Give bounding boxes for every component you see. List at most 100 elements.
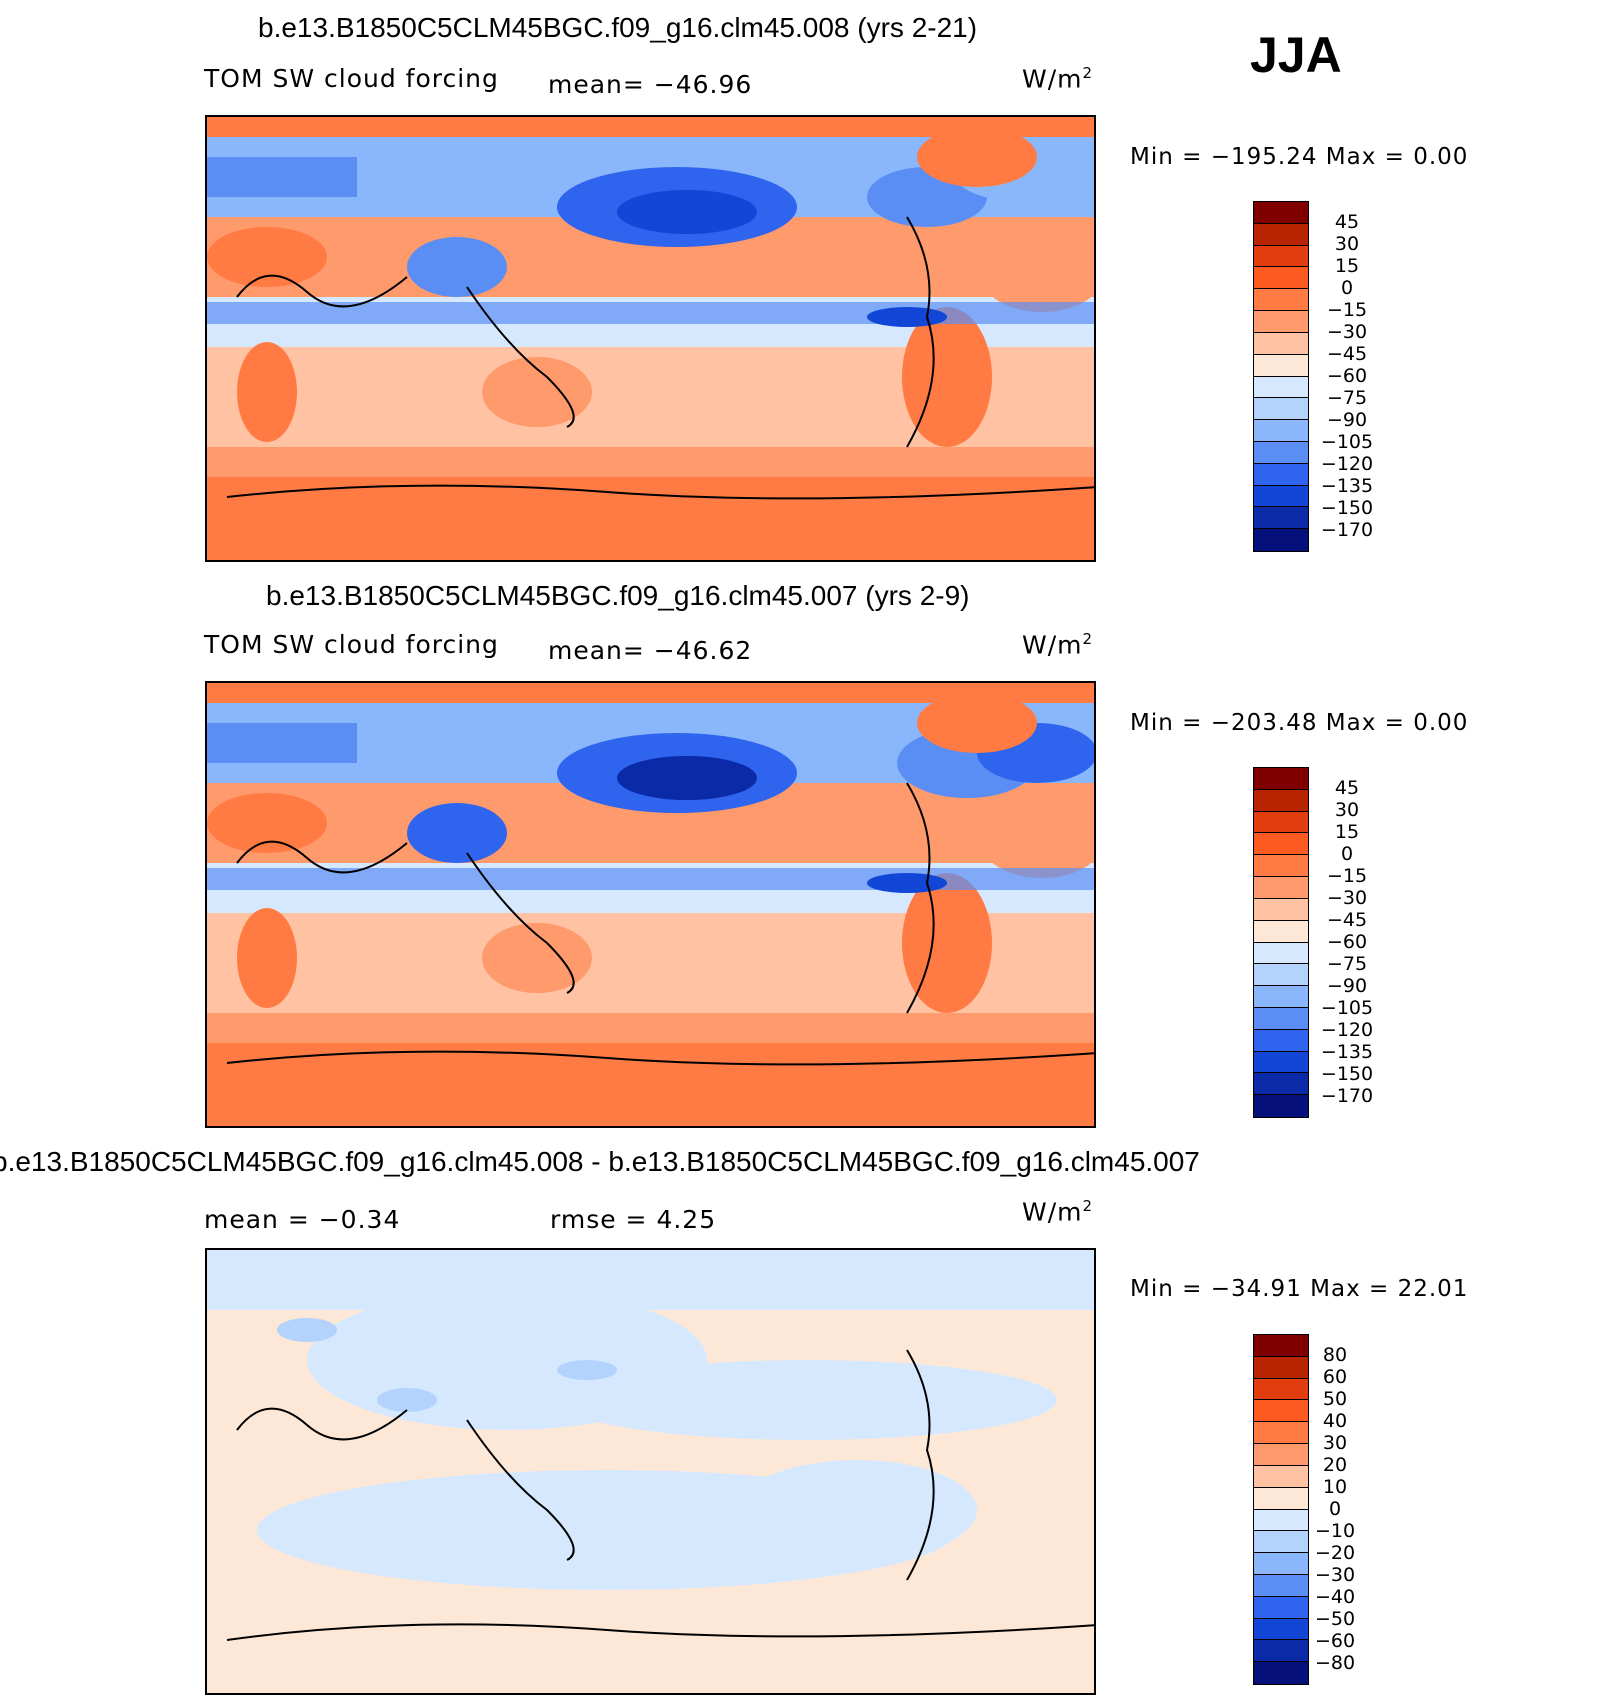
colorbar-tick-label: 30 [1322,1432,1348,1454]
colorbar-segment [1254,964,1308,987]
colorbar-tick-label: 30 [1334,233,1360,255]
colorbar-segment [1254,1335,1308,1357]
colorbar-segment [1254,1051,1308,1074]
colorbar-tick-label: −105 [1320,997,1374,1019]
colorbar-segment [1254,1487,1308,1510]
colorbar-tick-label: −15 [1326,299,1368,321]
colorbar-tick-label: 15 [1334,255,1360,277]
colorbar-tick-label: 10 [1322,1476,1348,1498]
panel-3-map [205,1248,1096,1695]
colorbar-segment [1254,855,1308,878]
colorbar-segment [1254,398,1308,421]
colorbar-segment [1254,1640,1308,1663]
colorbar-tick-label: −135 [1320,1041,1374,1063]
colorbar-segment [1254,223,1308,246]
colorbar-tick-label: 45 [1334,211,1360,233]
colorbar-tick-label: −90 [1326,409,1368,431]
colorbar-segment [1254,942,1308,965]
panel-3-units: W/m2 [1022,1197,1094,1227]
colorbar-segment [1254,1553,1308,1575]
colorbar-tick-label: −105 [1320,431,1374,453]
panel-3-minmax: Min = −34.91 Max = 22.01 [1130,1276,1469,1302]
colorbar-segment [1254,1422,1308,1445]
panel-3-rmse: rmse = 4.25 [550,1205,717,1234]
colorbar-segment [1254,1531,1308,1554]
colorbar-tick-label: −40 [1314,1586,1356,1608]
panel-2-map [205,681,1096,1128]
colorbar-segment [1254,441,1308,464]
colorbar-segment [1254,1007,1308,1030]
colorbar-segment [1254,1073,1308,1096]
panel-1-mean: mean= −46.96 [548,70,753,99]
panel-2-title: b.e13.B1850C5CLM45BGC.f09_g16.clm45.007 … [266,580,970,611]
panel-1-variable: TOM SW cloud forcing [204,64,499,93]
colorbar-tick-label: −10 [1314,1520,1356,1542]
panel-2-mean: mean= −46.62 [548,636,753,665]
colorbar-segment [1254,267,1308,290]
panel-3-mean: mean = −0.34 [204,1205,401,1234]
colorbar-segment [1254,245,1308,268]
colorbar-segment [1254,1509,1308,1532]
colorbar-tick-label: −60 [1326,365,1368,387]
colorbar-segment [1254,1662,1308,1684]
colorbar-segment [1254,1356,1308,1379]
colorbar-tick-label: −120 [1320,453,1374,475]
colorbar-segment [1254,1596,1308,1619]
colorbar-segment [1254,332,1308,355]
colorbar-tick-label: −150 [1320,497,1374,519]
colorbar-tick-label: −150 [1320,1063,1374,1085]
colorbar-segment [1254,420,1308,442]
colorbar-tick-label: 15 [1334,821,1360,843]
colorbar-segment [1254,1574,1308,1597]
panel-3-title: b.e13.B1850C5CLM45BGC.f09_g16.clm45.008 … [0,1146,1200,1177]
colorbar-segment [1254,898,1308,921]
panel-2-variable: TOM SW cloud forcing [204,630,499,659]
colorbar-segment [1254,789,1308,812]
colorbar-tick-label: 0 [1340,277,1354,299]
colorbar-tick-label: 40 [1322,1410,1348,1432]
panel-1-minmax: Min = −195.24 Max = 0.00 [1130,144,1469,170]
colorbar-tick-label: −90 [1326,975,1368,997]
colorbar-tick-label: −50 [1314,1608,1356,1630]
panel-3-colorbar-ticks: 80 60 50 40 30 20 10 0 −10 −20 −30 −40 −50 −60 −80 [1300,1344,1370,1674]
colorbar-tick-label: −20 [1314,1542,1356,1564]
colorbar-segment [1254,811,1308,834]
colorbar-segment [1254,768,1308,790]
panel-2-colorbar-ticks: 45 30 15 0 −15 −30 −45 −60 −75 −90 −105 −120 −135 −15… [1312,777,1382,1107]
colorbar-tick-label: −120 [1320,1019,1374,1041]
colorbar-tick-label: 0 [1340,843,1354,865]
panel-1-title: b.e13.B1850C5CLM45BGC.f09_g16.clm45.008 … [258,12,978,43]
colorbar-tick-label: −170 [1320,1085,1374,1107]
panel-1-units: W/m2 [1022,64,1094,94]
panel-2-colorbar [1253,767,1309,1118]
colorbar-tick-label: −60 [1326,931,1368,953]
colorbar-segment [1254,1029,1308,1052]
colorbar-segment [1254,202,1308,224]
colorbar-segment [1254,833,1308,856]
colorbar-tick-label: 50 [1322,1388,1348,1410]
colorbar-segment [1254,920,1308,943]
panel-2-units: W/m2 [1022,630,1094,660]
season-label: JJA [1250,27,1342,83]
colorbar-segment [1254,529,1308,551]
colorbar-tick-label: 60 [1322,1366,1348,1388]
colorbar-tick-label: 20 [1322,1454,1348,1476]
colorbar-segment [1254,1400,1308,1423]
panel-2-minmax: Min = −203.48 Max = 0.00 [1130,710,1469,736]
colorbar-segment [1254,289,1308,312]
colorbar-segment [1254,311,1308,333]
colorbar-tick-label: 0 [1328,1498,1342,1520]
panel-1-colorbar-ticks: 45 30 15 0 −15 −30 −45 −60 −75 −90 −105 −120 −135 −15… [1312,211,1382,541]
colorbar-tick-label: −80 [1314,1652,1356,1674]
colorbar-tick-label: −30 [1314,1564,1356,1586]
colorbar-segment [1254,507,1308,530]
colorbar-segment [1254,1465,1308,1488]
colorbar-tick-label: −135 [1320,475,1374,497]
colorbar-segment [1254,877,1308,899]
colorbar-segment [1254,1444,1308,1466]
colorbar-segment [1254,485,1308,508]
colorbar-tick-label: 30 [1334,799,1360,821]
colorbar-tick-label: −30 [1326,321,1368,343]
panel-3-colorbar [1253,1334,1309,1685]
colorbar-segment [1254,1378,1308,1401]
